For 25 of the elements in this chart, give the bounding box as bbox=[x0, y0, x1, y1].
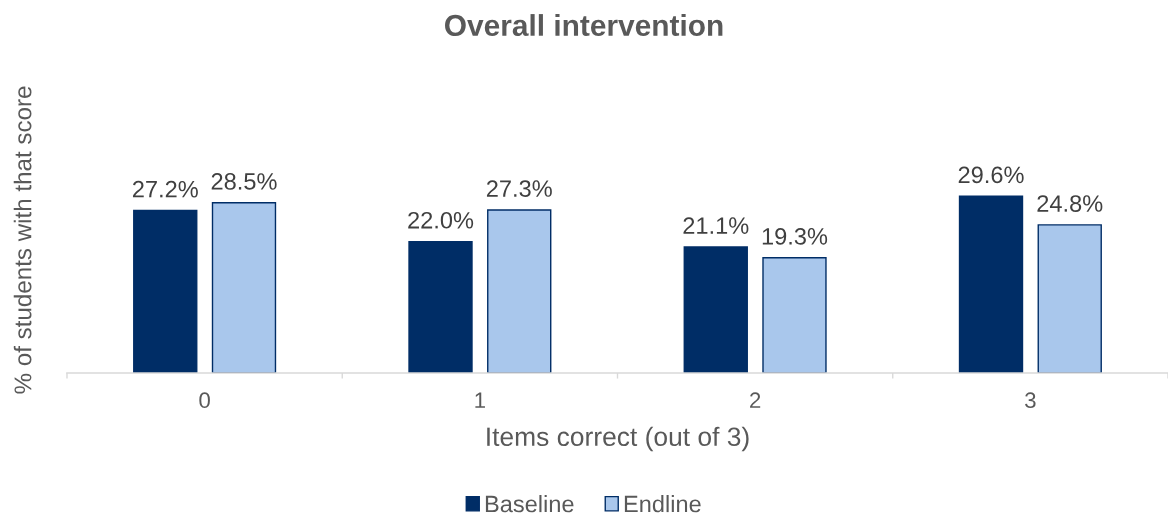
bar bbox=[958, 195, 1024, 373]
bar bbox=[408, 240, 473, 373]
bar bbox=[1037, 224, 1102, 373]
data-label: 27.3% bbox=[486, 180, 552, 197]
data-label: 24.8% bbox=[1037, 195, 1103, 212]
x-tick-label: 2 bbox=[750, 392, 761, 408]
data-label: 19.3% bbox=[762, 228, 828, 245]
bar bbox=[211, 202, 277, 373]
data-label: 29.6% bbox=[958, 166, 1024, 184]
data-label: 22.0% bbox=[408, 211, 474, 229]
data-label: 28.5% bbox=[211, 173, 277, 190]
legend-label: Endline bbox=[624, 494, 701, 513]
x-tick-label: 3 bbox=[1025, 392, 1036, 409]
bar bbox=[762, 257, 827, 373]
y-axis-title: % of students with that score bbox=[13, 86, 32, 394]
bar bbox=[133, 209, 198, 373]
data-label: 27.2% bbox=[132, 180, 198, 198]
x-tick-label: 1 bbox=[475, 392, 485, 408]
legend-label: Baseline bbox=[485, 494, 574, 513]
x-axis-title: Items correct (out of 3) bbox=[487, 426, 749, 452]
chart-title: Overall intervention bbox=[445, 14, 723, 37]
x-tick-label: 0 bbox=[199, 392, 210, 409]
data-label: 21.1% bbox=[683, 217, 749, 234]
bar bbox=[683, 246, 748, 373]
bar bbox=[487, 209, 552, 373]
